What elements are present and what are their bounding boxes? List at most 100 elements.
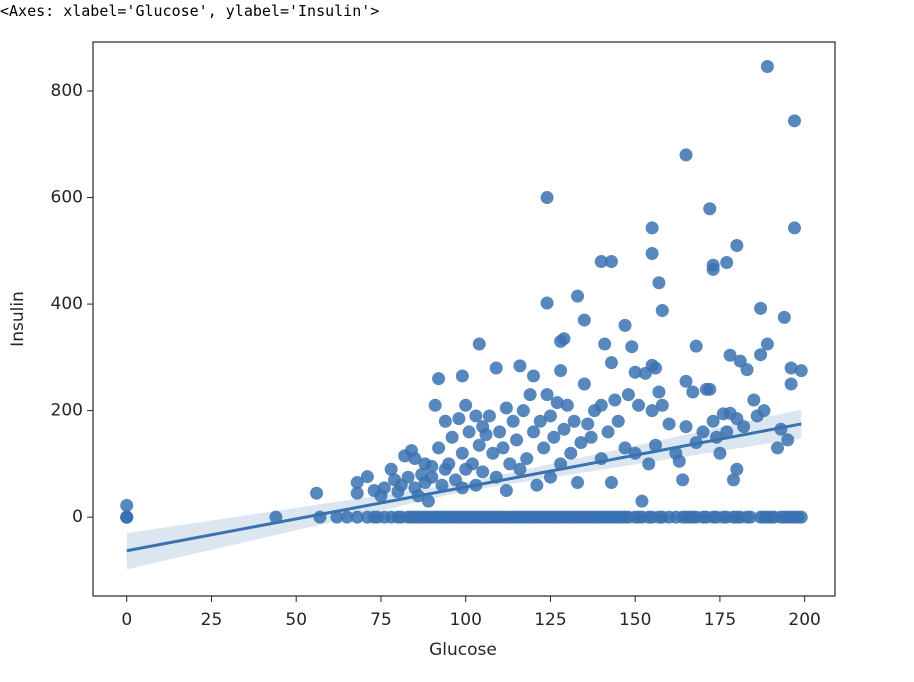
point [649,438,663,452]
x-tick-label: 0 [121,610,132,630]
point [713,446,727,460]
point [479,428,493,442]
point [577,313,591,327]
point [432,372,446,386]
point [689,339,703,353]
point [442,457,456,471]
x-tick-label: 75 [370,610,392,630]
point [655,398,669,412]
point [564,446,578,460]
y-tick-label: 400 [51,294,83,314]
point [476,465,490,479]
point [489,361,503,375]
point [269,510,283,524]
point [462,425,476,439]
point [459,398,473,412]
x-axis-label: Glucose [429,640,497,660]
point [781,433,795,447]
point [598,337,612,351]
x-tick-label: 125 [534,610,566,630]
point [720,425,734,439]
point [560,398,574,412]
point [632,398,646,412]
point [510,433,524,447]
point [737,420,751,434]
point [384,462,398,476]
point [757,404,771,418]
x-tick-label: 200 [788,610,820,630]
point [350,476,364,490]
point [645,221,659,235]
point [577,377,591,391]
point [428,398,442,412]
point [408,452,422,466]
point [547,430,561,444]
point [696,425,710,439]
point [340,510,354,524]
point [120,510,134,524]
point [310,486,324,500]
point [543,470,557,484]
x-tick-label: 150 [619,610,651,630]
point [526,425,540,439]
point [557,422,571,436]
point [543,409,557,423]
point [516,404,530,418]
point [425,470,439,484]
point [743,510,757,524]
point [611,414,625,428]
point [760,60,774,74]
point [503,457,517,471]
point [506,414,520,428]
point [686,385,700,399]
point [350,486,364,500]
point [621,388,635,402]
point [360,470,374,484]
point [554,364,568,378]
point [445,430,459,444]
point [513,359,527,373]
y-tick-label: 600 [51,188,83,208]
point [635,494,649,508]
point [469,409,483,423]
point [604,476,618,490]
point [554,334,568,348]
y-axis-label: Insulin [8,291,28,347]
point [540,191,554,205]
point [655,303,669,317]
point [581,417,595,431]
point [513,462,527,476]
point [571,476,585,490]
output-repr: <Axes: xlabel='Glucose', ylabel='Insulin… [0,2,380,20]
point [679,374,693,388]
point [455,446,469,460]
point [625,340,639,354]
point [787,114,801,128]
point [533,414,547,428]
point [628,365,642,379]
point [794,364,808,378]
point [330,510,344,524]
point [571,289,585,303]
point [472,438,486,452]
point [350,510,364,524]
point [730,238,744,252]
point [435,478,449,492]
point [594,398,608,412]
point [499,401,513,415]
point [672,454,686,468]
point [784,377,798,391]
point [432,441,446,455]
y-tick-label: 0 [72,507,83,527]
point [438,414,452,428]
point [452,412,466,426]
point [679,148,693,162]
point [784,361,798,375]
point [706,414,720,428]
point [540,388,554,402]
y-tick-label: 200 [51,401,83,421]
point [771,441,785,455]
point [754,301,768,315]
